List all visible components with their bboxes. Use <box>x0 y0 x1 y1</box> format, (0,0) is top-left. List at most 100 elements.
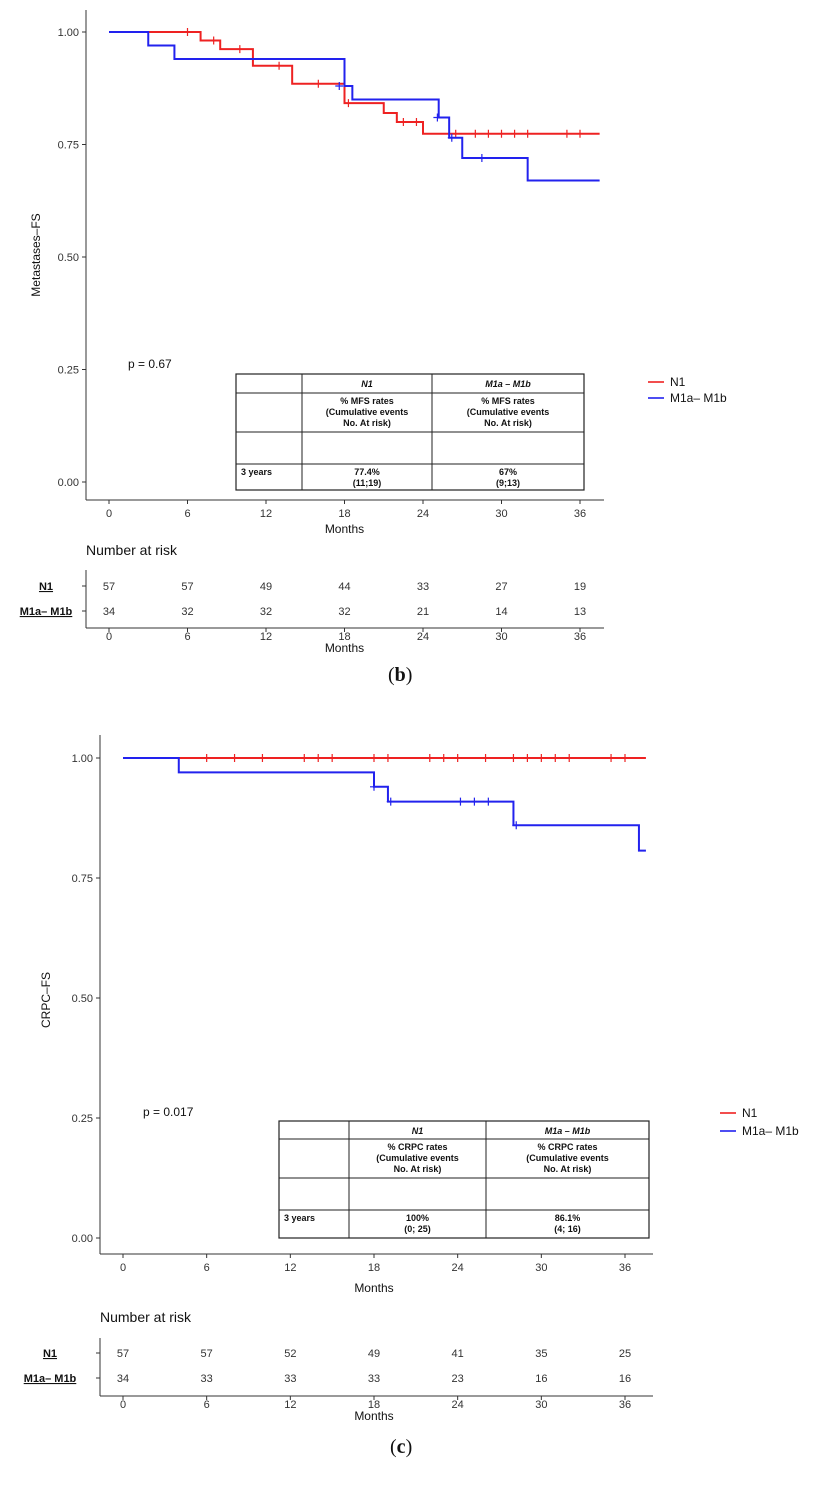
table-value: (4; 16) <box>554 1224 581 1234</box>
censor-mark <box>607 754 616 762</box>
censor-mark <box>471 129 480 138</box>
risk-title: Number at risk <box>100 1309 192 1325</box>
risk-x-axis-label: Months <box>325 641 364 655</box>
censor-mark <box>344 99 353 108</box>
risk-count: 57 <box>117 1348 129 1360</box>
risk-count: 21 <box>417 606 429 618</box>
panel-label-c: (c) <box>390 1436 413 1458</box>
censor-mark <box>497 129 506 138</box>
censor-mark <box>370 782 378 791</box>
risk-count: 57 <box>181 581 193 593</box>
legend-label: N1 <box>742 1106 758 1120</box>
risk-count: 32 <box>181 606 193 618</box>
legend-label: M1a– M1b <box>742 1124 799 1138</box>
km-curve-m1a-m1b <box>123 757 646 852</box>
censor-mark <box>275 61 284 70</box>
censor-mark <box>576 129 584 138</box>
km-panel-1: 0.00 0.25 0.50 0.75 1.00 0 6 12 18 24 30 36 Months CR… <box>24 735 799 1423</box>
censor-mark <box>314 754 323 762</box>
table-desc: (Cumulative events <box>467 407 550 417</box>
y-tick-label: 0.00 <box>58 477 79 489</box>
x-tick-label: 18 <box>368 1262 380 1274</box>
censor-mark <box>451 129 460 138</box>
table-desc: (Cumulative events <box>526 1153 609 1163</box>
table-value: 86.1% <box>555 1213 581 1223</box>
censor-mark <box>258 754 267 762</box>
censor-mark <box>183 28 192 36</box>
censor-mark <box>386 797 395 806</box>
x-tick-label: 24 <box>452 1262 464 1274</box>
x-axis-label: Months <box>325 522 364 536</box>
risk-count: 23 <box>452 1373 464 1385</box>
censor-mark <box>510 129 519 138</box>
x-tick-label: 36 <box>574 508 586 520</box>
p-value: p = 0.67 <box>128 357 172 371</box>
table-border <box>278 1120 650 1239</box>
table-desc: % MFS rates <box>481 396 535 406</box>
x-tick-label: 6 <box>204 1262 210 1274</box>
table-value: 67% <box>499 467 517 477</box>
censor-mark <box>565 754 574 762</box>
table-desc: % CRPC rates <box>537 1142 597 1152</box>
y-tick-label: 0.50 <box>58 252 79 264</box>
censor-mark <box>621 754 629 762</box>
table-header: N1 <box>412 1126 424 1136</box>
censor-mark <box>370 754 378 762</box>
risk-count: 35 <box>535 1348 547 1360</box>
table-header: M1a – M1b <box>485 379 531 389</box>
summary-table: N1 M1a – M1b% CRPC rates(Cumulative event… <box>278 1120 650 1239</box>
risk-table: Number at risk N1 57 57 49 44 33 27 19 M1a– M1b 34… <box>20 542 604 655</box>
legend-label: N1 <box>670 375 686 389</box>
km-curve-n1 <box>109 31 600 135</box>
table-value: (11;19) <box>353 478 382 488</box>
censor-mark <box>562 129 571 138</box>
table-row-label: 3 years <box>241 467 272 477</box>
risk-count: 33 <box>417 581 429 593</box>
censor-mark <box>399 118 408 126</box>
y-tick-label: 0.75 <box>72 873 93 885</box>
summary-table: N1 M1a – M1b% MFS rates(Cumulative events… <box>235 373 585 491</box>
x-tick-label: 18 <box>338 508 350 520</box>
risk-count: 33 <box>368 1373 380 1385</box>
y-tick-label: 1.00 <box>72 753 93 765</box>
risk-x-tick-label: 6 <box>204 1399 210 1411</box>
risk-count: 19 <box>574 581 586 593</box>
table-desc: No. At risk) <box>394 1164 442 1174</box>
censor-mark <box>230 754 239 762</box>
censor-mark <box>512 821 521 830</box>
censor-mark <box>425 754 434 762</box>
risk-count: 57 <box>103 581 115 593</box>
censor-mark <box>484 129 493 138</box>
risk-count: 13 <box>574 606 586 618</box>
censor-mark <box>439 754 448 762</box>
risk-count: 33 <box>201 1373 213 1385</box>
x-axis-label: Months <box>354 1281 393 1295</box>
censor-mark <box>453 754 462 762</box>
x-tick-label: 6 <box>184 508 190 520</box>
x-tick-label: 30 <box>535 1262 547 1274</box>
censor-mark <box>314 79 323 88</box>
censor-mark <box>300 754 309 762</box>
p-value: p = 0.017 <box>143 1105 194 1119</box>
censor-mark <box>383 754 392 762</box>
risk-count: 16 <box>535 1373 547 1385</box>
risk-x-tick-label: 0 <box>120 1399 126 1411</box>
censor-mark <box>433 113 442 122</box>
y-tick-label: 0.25 <box>58 365 79 377</box>
risk-x-tick-label: 18 <box>338 631 350 643</box>
censor-mark <box>412 118 421 126</box>
y-tick-label: 0.25 <box>72 1113 93 1125</box>
x-tick-label: 36 <box>619 1262 631 1274</box>
table-desc: No. At risk) <box>544 1164 592 1174</box>
censor-mark <box>470 797 479 806</box>
x-tick-label: 24 <box>417 508 429 520</box>
table-value: (0; 25) <box>404 1224 431 1234</box>
risk-x-tick-label: 30 <box>535 1399 547 1411</box>
panel-label-b: (b) <box>388 664 413 686</box>
x-tick-label: 0 <box>106 508 112 520</box>
risk-count: 27 <box>495 581 507 593</box>
risk-x-tick-label: 18 <box>368 1399 380 1411</box>
table-desc: % MFS rates <box>340 396 394 406</box>
table-desc: No. At risk) <box>343 418 391 428</box>
